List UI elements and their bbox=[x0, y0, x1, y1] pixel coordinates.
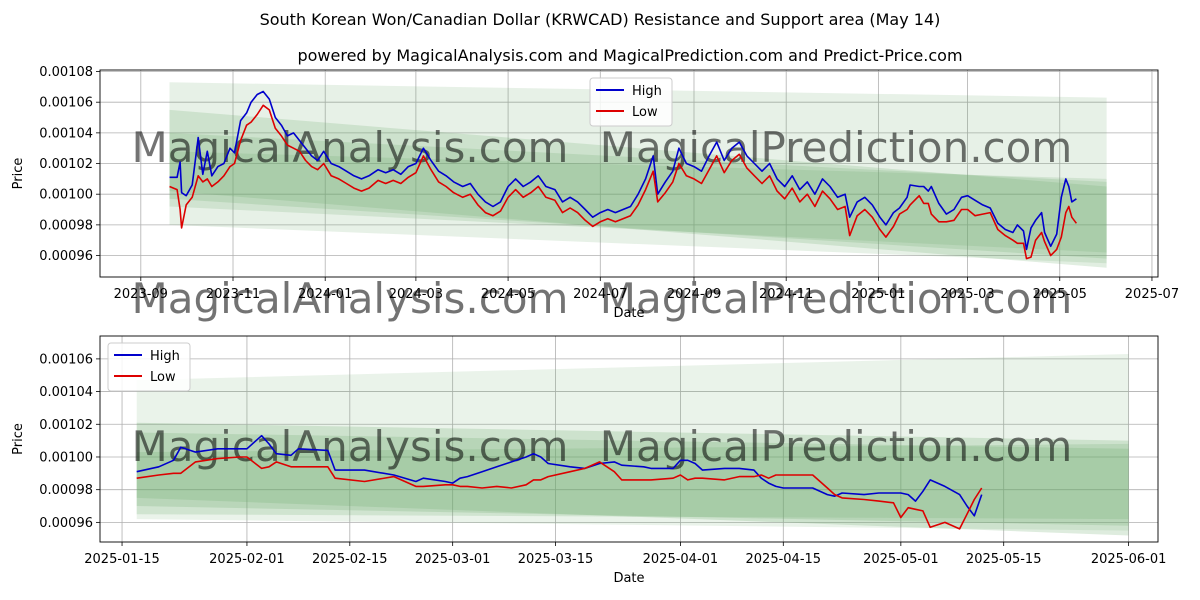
y-tick-label: 0.00098 bbox=[39, 483, 93, 498]
support-resistance-band bbox=[136, 422, 1129, 526]
series-line-high bbox=[169, 90, 1077, 251]
watermark: MagicalPrediction.com bbox=[600, 422, 1073, 471]
y-tick-label: 0.00100 bbox=[39, 450, 93, 465]
y-tick-label: 0.00106 bbox=[39, 96, 93, 111]
x-tick-label: 2024-11 bbox=[759, 287, 813, 302]
support-resistance-band bbox=[136, 443, 1129, 520]
support-resistance-band bbox=[136, 354, 1129, 531]
y-tick-label: 0.00096 bbox=[39, 516, 93, 531]
x-tick-label: 2023-11 bbox=[206, 287, 260, 302]
x-axis-label: Date bbox=[613, 571, 644, 586]
x-tick-label: 2025-04-01 bbox=[643, 552, 719, 567]
watermark: MagicalAnalysis.com bbox=[132, 422, 569, 471]
x-tick-label: 2024-01 bbox=[298, 287, 352, 302]
top-panel: 2023-09 2023-11 2024-01 2024-03 2024-05 2024-… bbox=[11, 65, 1179, 323]
watermark: MagicalPrediction.com bbox=[600, 123, 1073, 172]
x-tick-label: 2025-01-15 bbox=[84, 552, 160, 567]
x-tick-label: 2025-03-01 bbox=[415, 552, 491, 567]
x-tick-label: 2024-03 bbox=[389, 287, 443, 302]
y-tick-label: 0.00108 bbox=[39, 65, 93, 80]
series-line-high bbox=[136, 434, 983, 517]
x-tick-label: 2025-01 bbox=[851, 287, 905, 302]
x-tick-label: 2025-06-01 bbox=[1091, 552, 1167, 567]
x-tick-label: 2025-02-15 bbox=[312, 552, 388, 567]
y-tick-label: 0.00102 bbox=[39, 418, 93, 433]
y-tick-label: 0.00098 bbox=[39, 218, 93, 233]
series-line-low bbox=[136, 456, 983, 530]
legend-label-low: Low bbox=[632, 105, 658, 120]
support-resistance-band bbox=[169, 109, 1107, 268]
x-axis-label: Date bbox=[613, 306, 644, 321]
watermark: MagicalAnalysis.com bbox=[132, 274, 569, 323]
legend-label-low: Low bbox=[150, 370, 176, 385]
x-tick-label: 2025-02-01 bbox=[209, 552, 285, 567]
y-tick-label: 0.00104 bbox=[39, 126, 93, 141]
x-tick-label: 2024-07 bbox=[573, 287, 627, 302]
x-tick-label: 2024-09 bbox=[667, 287, 721, 302]
x-tick-label: 2025-07 bbox=[1125, 287, 1179, 302]
series-line-low bbox=[169, 104, 1078, 260]
support-resistance-band bbox=[136, 432, 1129, 536]
y-tick-label: 0.00102 bbox=[39, 157, 93, 172]
y-tick-label: 0.00104 bbox=[39, 385, 93, 400]
y-tick-label: 0.00100 bbox=[39, 188, 93, 203]
y-axis-label: Price bbox=[11, 423, 26, 455]
y-tick-label: 0.00106 bbox=[39, 352, 93, 367]
legend-label-high: High bbox=[150, 349, 180, 364]
y-tick-label: 0.00096 bbox=[39, 249, 93, 264]
legend-label-high: High bbox=[632, 84, 662, 99]
chart-title: South Korean Won/Canadian Dollar (KRWCAD… bbox=[260, 10, 941, 29]
bottom-panel: 2025-01-15 2025-02-01 2025-02-15 2025-03-01… bbox=[11, 335, 1167, 586]
x-tick-label: 2025-05-01 bbox=[863, 552, 939, 567]
chart-subtitle: powered by MagicalAnalysis.com and Magic… bbox=[297, 46, 962, 65]
x-tick-label: 2025-03 bbox=[940, 287, 994, 302]
y-axis-label: Price bbox=[11, 158, 26, 190]
x-tick-label: 2025-05-15 bbox=[966, 552, 1042, 567]
x-tick-label: 2025-03-15 bbox=[518, 552, 594, 567]
x-tick-label: 2025-04-15 bbox=[746, 552, 822, 567]
x-tick-label: 2025-05 bbox=[1033, 287, 1087, 302]
x-tick-label: 2023-09 bbox=[114, 287, 168, 302]
watermark: MagicalPrediction.com bbox=[600, 274, 1073, 323]
plot-frame bbox=[99, 335, 1159, 543]
support-resistance-band bbox=[169, 151, 1107, 253]
x-tick-label: 2024-05 bbox=[481, 287, 535, 302]
plot-frame bbox=[99, 69, 1159, 278]
